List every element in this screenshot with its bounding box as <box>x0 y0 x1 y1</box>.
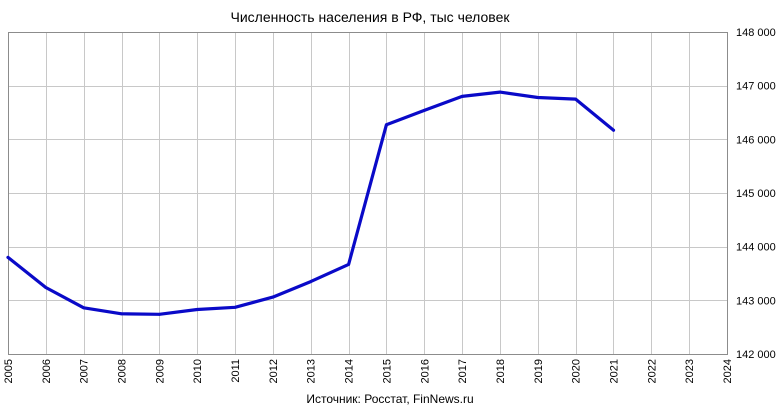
x-tick-label: 2013 <box>306 359 318 383</box>
data-point <box>536 96 540 99</box>
y-tick-label: 142 000 <box>736 349 776 361</box>
x-tick-label: 2016 <box>419 359 431 383</box>
x-tick-label: 2005 <box>3 359 15 383</box>
y-tick-label: 143 000 <box>736 295 776 307</box>
y-axis-ticks: 142 000 143 000 144 000 145 000 146 000 147 0… <box>736 27 776 361</box>
y-tick-label: 145 000 <box>736 188 776 200</box>
x-tick-label: 2007 <box>79 359 91 383</box>
data-point <box>271 295 275 299</box>
x-tick-label: 2011 <box>230 359 242 383</box>
data-point <box>385 123 388 127</box>
data-point <box>574 97 577 101</box>
x-tick-label: 2024 <box>722 359 734 383</box>
data-point <box>498 90 502 94</box>
data-point <box>347 263 350 266</box>
x-axis-ticks: 2005 2006 2007 2008 2009 2010 2011 2012 2013 2014… <box>3 359 734 383</box>
x-tick-label: 2006 <box>41 359 53 383</box>
data-point <box>158 312 161 316</box>
x-tick-label: 2021 <box>608 359 620 383</box>
data-point <box>233 305 237 309</box>
series-layer <box>6 90 616 316</box>
y-tick-label: 144 000 <box>736 242 776 254</box>
x-tick-label: 2018 <box>495 359 507 383</box>
data-point <box>82 306 86 310</box>
x-tick-label: 2015 <box>381 359 393 383</box>
x-tick-label: 2023 <box>684 359 696 383</box>
x-tick-label: 2009 <box>154 359 166 383</box>
data-point <box>612 128 615 132</box>
y-tick-label: 147 000 <box>736 81 776 93</box>
x-tick-label: 2014 <box>344 359 356 383</box>
x-tick-label: 2012 <box>268 359 280 383</box>
data-point <box>309 280 313 283</box>
x-tick-label: 2019 <box>533 359 545 383</box>
plot-area-border <box>8 32 728 355</box>
x-tick-label: 2010 <box>192 359 204 383</box>
chart-title: Численность населения в РФ, тыс человек <box>231 9 511 25</box>
data-point <box>6 256 10 259</box>
y-tick-label: 148 000 <box>736 27 776 39</box>
x-tick-label: 2022 <box>646 359 658 383</box>
x-tick-label: 2017 <box>457 359 469 383</box>
x-tick-label: 2008 <box>117 359 129 383</box>
data-point <box>460 95 464 98</box>
data-point <box>422 109 426 112</box>
chart-source-note: Источник: Росстат, FinNews.ru <box>306 392 473 406</box>
data-point <box>44 286 48 289</box>
x-tick-label: 2020 <box>571 359 583 383</box>
data-point <box>195 308 199 311</box>
data-point <box>120 312 123 316</box>
y-tick-label: 146 000 <box>736 134 776 146</box>
